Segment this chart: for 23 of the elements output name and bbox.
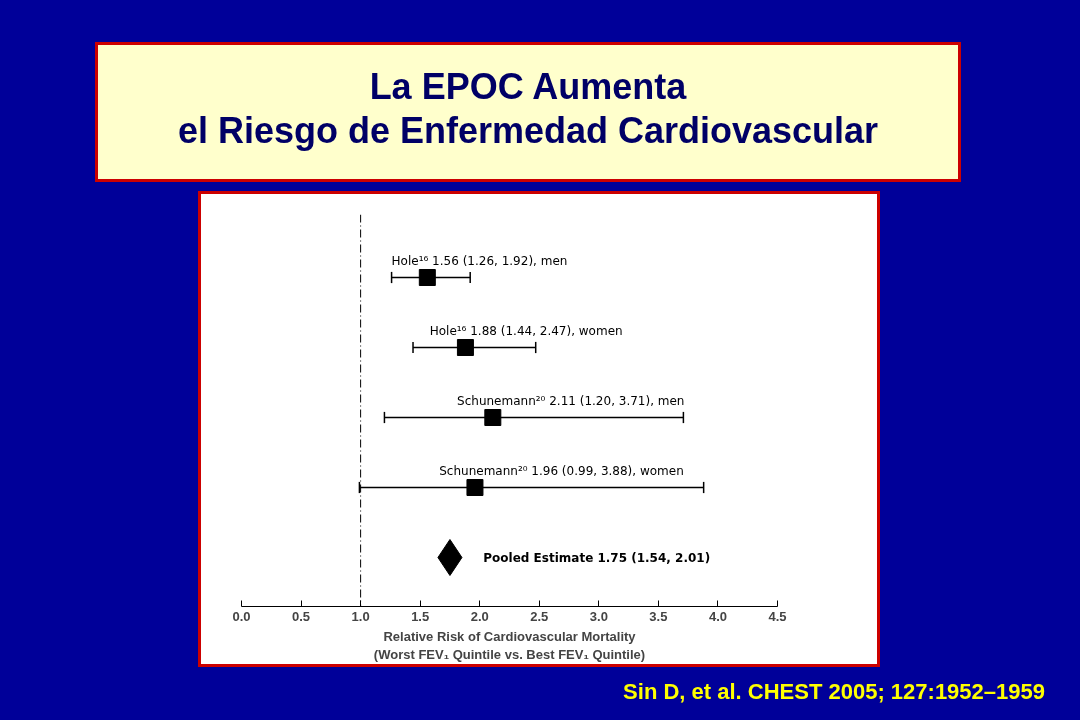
text: Sin D, et al. CHEST 2005; 127:1952–1959 xyxy=(623,678,1045,706)
data-label: Schunemann²⁰ 1.96 (0.99, 3.88), women xyxy=(439,464,684,479)
point xyxy=(466,479,484,496)
chart-title: La EPOC Aumenta el Riesgo de Enfermedad Cardiovascular xyxy=(177,65,879,153)
data-label: Pooled Estimate 1.75 (1.54, 2.01) xyxy=(483,550,711,565)
point xyxy=(418,269,436,286)
x-axis-title: Relative Risk of Cardiovascular Mortality (Worst FEV₁ Quintile vs. Best FEV₁ Quintile) xyxy=(373,628,646,662)
x-tick-label: 2.0 xyxy=(470,608,489,624)
x-tick-label: 1.0 xyxy=(351,608,370,624)
x-tick-label: 0.0 xyxy=(232,608,251,624)
x-tick-label: 4.5 xyxy=(768,608,787,624)
x-tick-label: 3.0 xyxy=(589,608,608,624)
point xyxy=(437,539,463,576)
x-tick-label: 0.5 xyxy=(292,608,311,624)
x-tick-label: 4.0 xyxy=(708,608,727,624)
point xyxy=(484,409,502,426)
x-tick-label: 3.5 xyxy=(649,608,668,624)
x-tick-label: 2.5 xyxy=(530,608,549,624)
data-label: Hole¹⁶ 1.88 (1.44, 2.47), women xyxy=(429,324,623,339)
data-label: Schunemann²⁰ 2.11 (1.20, 3.71), men xyxy=(457,394,685,409)
point xyxy=(456,339,474,356)
data-label: Hole¹⁶ 1.56 (1.26, 1.92), men xyxy=(391,254,568,269)
x-tick-label: 1.5 xyxy=(411,608,430,624)
